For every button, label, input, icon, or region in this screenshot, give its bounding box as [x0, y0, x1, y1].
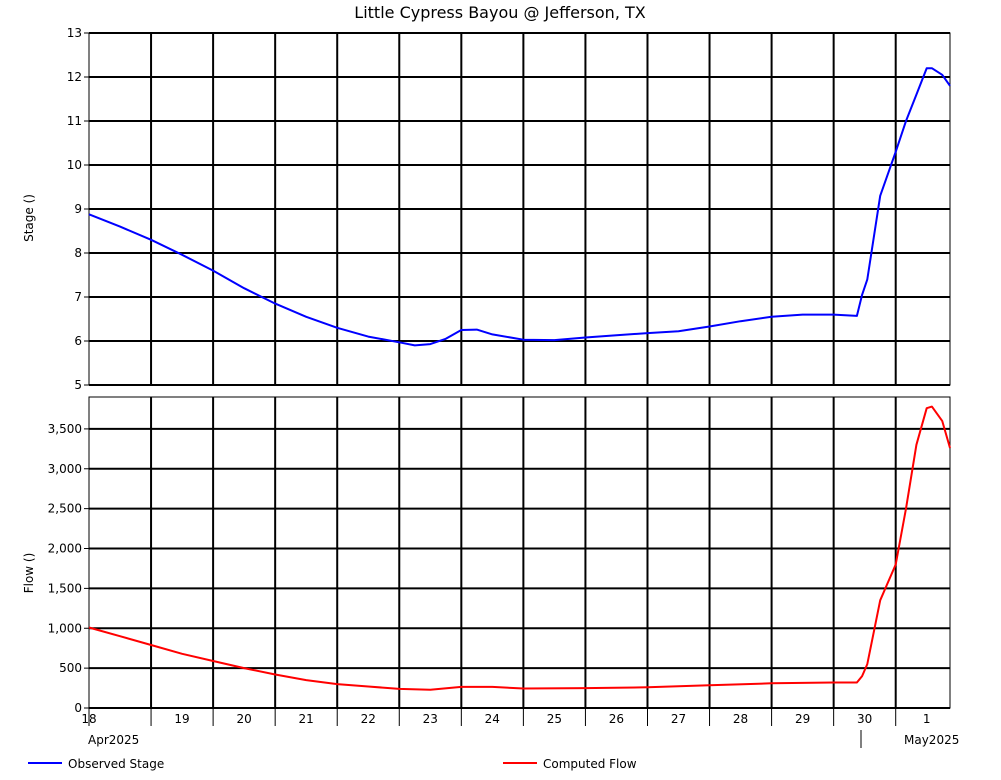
legend-label-computed-flow: Computed Flow — [543, 757, 637, 771]
x-tick-label: 21 — [299, 712, 314, 726]
y-tick-label: 2,500 — [48, 502, 82, 516]
y-tick-label: 1,500 — [48, 581, 82, 595]
y-tick-label: 9 — [74, 202, 82, 216]
y-tick-label: 6 — [74, 334, 82, 348]
x-tick-label: 26 — [609, 712, 624, 726]
x-tick-label: 27 — [671, 712, 686, 726]
x-axis: Apr2025 May2025 18 19 20 21 22 23 24 25 26 27 28 29… — [81, 708, 959, 748]
stage-panel: Stage () 5 6 7 8 9 10 11 12 13 — [22, 26, 951, 392]
y-tick-label: 1,000 — [48, 621, 82, 635]
y-tick-label: 13 — [67, 26, 82, 40]
chart-title: Little Cypress Bayou @ Jefferson, TX — [354, 3, 645, 22]
y-tick-label: 500 — [59, 661, 82, 675]
x-tick-label: 24 — [485, 712, 500, 726]
x-tick-label: 29 — [795, 712, 810, 726]
y-tick-label: 10 — [67, 158, 82, 172]
x-tick-label: 19 — [174, 712, 189, 726]
x-tick-label: 30 — [857, 712, 872, 726]
series-line-observed-stage — [88, 67, 951, 347]
y-tick-label: 3,000 — [48, 462, 82, 476]
legend: Observed Stage Computed Flow — [28, 757, 637, 771]
x-tick-label: 28 — [733, 712, 748, 726]
y-tick-label: 7 — [74, 290, 82, 304]
y-tick-label: 8 — [74, 246, 82, 260]
x-tick-label: 22 — [361, 712, 376, 726]
y-tick-label: 0 — [74, 701, 82, 715]
x-sublabel-apr: Apr2025 — [88, 733, 139, 747]
x-tick-label: 23 — [423, 712, 438, 726]
legend-label-observed-stage: Observed Stage — [68, 757, 164, 771]
y-tick-label: 12 — [67, 70, 82, 84]
flow-axis-label: Flow () — [22, 553, 36, 594]
x-tick-label: 20 — [236, 712, 251, 726]
x-tick-label: 18 — [81, 712, 96, 726]
series-line-computed-flow — [88, 405, 951, 691]
x-tick-label: 25 — [547, 712, 562, 726]
y-tick-label: 11 — [67, 114, 82, 128]
y-tick-label: 5 — [74, 378, 82, 392]
x-tick-label: 1 — [923, 712, 931, 726]
y-tick-label: 2,000 — [48, 542, 82, 556]
y-tick-label: 3,500 — [48, 422, 82, 436]
x-sublabel-may: May2025 — [904, 733, 959, 747]
stage-axis-label: Stage () — [22, 194, 36, 242]
flow-panel: Flow () 0 500 1,000 1,500 2,000 2,500 3,000 3,5… — [22, 396, 951, 715]
